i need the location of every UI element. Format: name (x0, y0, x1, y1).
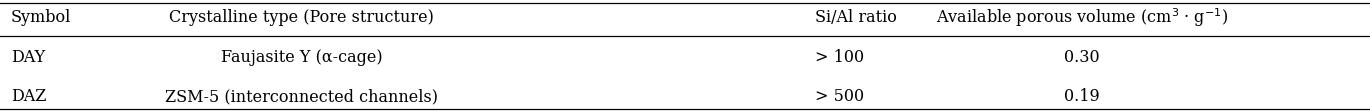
Text: ZSM-5 (interconnected channels): ZSM-5 (interconnected channels) (164, 88, 438, 105)
Text: 0.19: 0.19 (1064, 88, 1100, 105)
Text: Si/Al ratio: Si/Al ratio (815, 9, 897, 26)
Text: DAZ: DAZ (11, 88, 47, 105)
Text: 0.30: 0.30 (1064, 49, 1100, 66)
Text: Available porous volume (cm$^3$ · g$^{-1}$): Available porous volume (cm$^3$ · g$^{-1… (936, 6, 1229, 29)
Text: DAY: DAY (11, 49, 45, 66)
Text: Symbol: Symbol (11, 9, 71, 26)
Text: > 500: > 500 (815, 88, 864, 105)
Text: Faujasite Y (α-cage): Faujasite Y (α-cage) (221, 49, 382, 66)
Text: > 100: > 100 (815, 49, 864, 66)
Text: Crystalline type (Pore structure): Crystalline type (Pore structure) (169, 9, 434, 26)
